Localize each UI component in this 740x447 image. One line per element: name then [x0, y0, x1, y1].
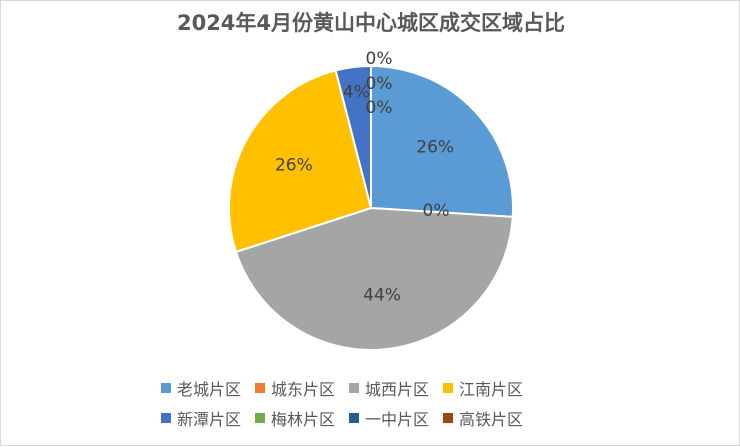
- legend-item: 江南片区: [443, 376, 523, 400]
- pie-slice-1: [370, 64, 514, 218]
- legend-swatch: [255, 413, 266, 423]
- data-label-6: 0%: [366, 49, 393, 69]
- legend-swatch: [161, 413, 171, 423]
- data-label-5: 4%: [343, 82, 370, 102]
- legend-label: 梅林片区: [271, 410, 336, 429]
- legend-label: 老城片区: [177, 380, 242, 399]
- legend-item: 城东片区: [255, 376, 335, 400]
- legend-label: 一中片区: [365, 410, 430, 429]
- data-label-2: 0%: [423, 201, 450, 221]
- pie-slice-5: [334, 64, 372, 209]
- legend-label: 新潭片区: [177, 410, 242, 429]
- legend-item: 老城片区: [161, 376, 241, 400]
- data-label-4: 26%: [275, 156, 313, 176]
- data-label-1: 26%: [416, 138, 454, 158]
- legend-label: 城东片区: [271, 380, 336, 399]
- legend: 老城片区 城东片区 城西片区 江南片区 新潭片区 梅林片区 一中片区 高铁片区: [161, 373, 601, 433]
- data-label-7: 0%: [366, 74, 393, 94]
- legend-label: 城西片区: [365, 380, 430, 399]
- legend-label: 江南片区: [459, 380, 524, 399]
- pie-slice-4: [228, 69, 373, 254]
- legend-item: 一中片区: [349, 406, 429, 430]
- legend-item: 梅林片区: [255, 406, 335, 430]
- legend-swatch: [161, 383, 171, 393]
- legend-item: 新潭片区: [161, 406, 241, 430]
- legend-swatch: [349, 383, 360, 393]
- legend-item: 高铁片区: [443, 406, 523, 430]
- legend-swatch: [443, 383, 454, 393]
- chart-title: 2024年4月份黄山中心城区成交区域占比: [176, 11, 566, 35]
- legend-item: 城西片区: [349, 376, 429, 400]
- data-label-3: 44%: [363, 285, 401, 305]
- data-label-8: 0%: [366, 98, 393, 118]
- legend-swatch: [349, 413, 360, 423]
- legend-swatch: [255, 383, 266, 393]
- legend-swatch: [443, 413, 454, 423]
- legend-label: 高铁片区: [459, 410, 524, 429]
- pie-slice-3: [234, 206, 514, 351]
